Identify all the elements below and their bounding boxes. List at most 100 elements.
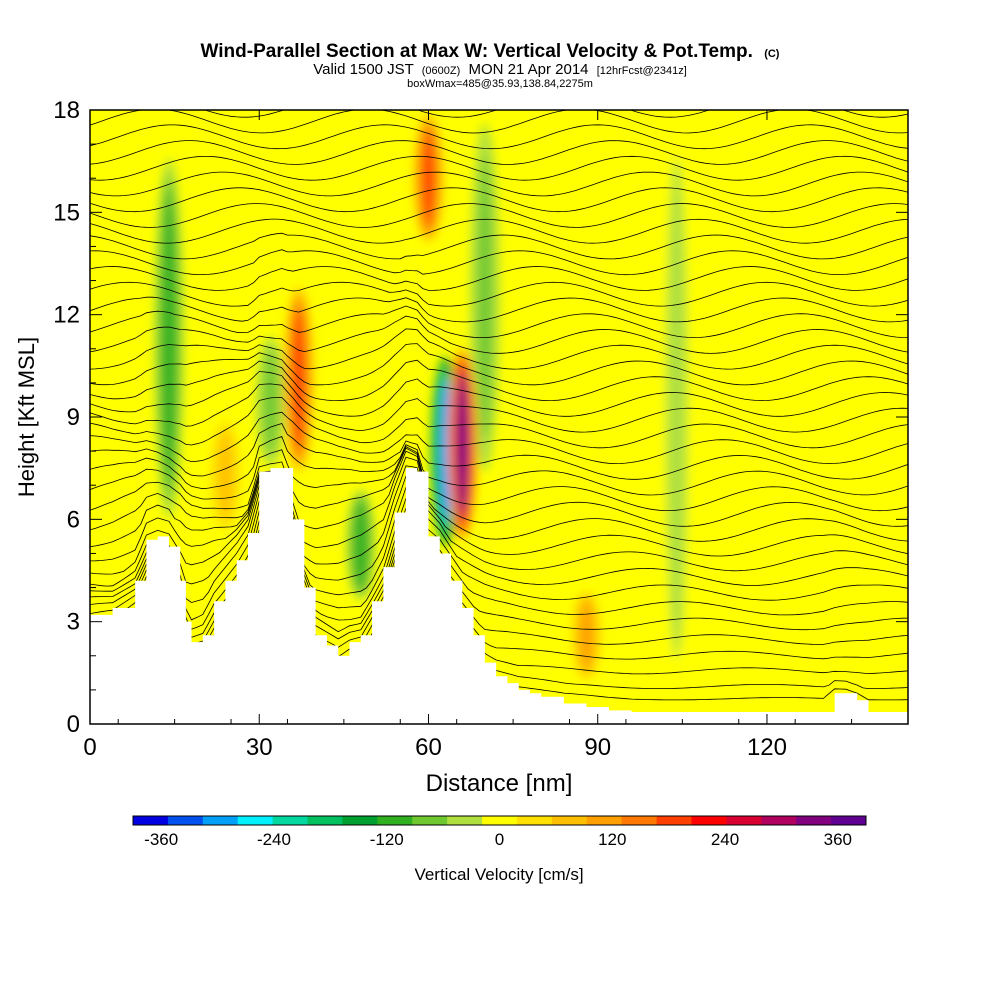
isentrope-line bbox=[90, 155, 908, 181]
isentrope-line bbox=[90, 447, 908, 527]
isentrope-line bbox=[90, 266, 908, 291]
isentrope-line bbox=[90, 281, 908, 307]
colorbar-swatch bbox=[377, 816, 413, 825]
isentrope-line bbox=[90, 465, 908, 572]
colorbar-swatch bbox=[796, 816, 832, 825]
colorbar-swatch bbox=[726, 816, 762, 825]
y-tick-label: 15 bbox=[53, 199, 80, 226]
updraft-cell bbox=[580, 601, 593, 669]
x-tick-label: 60 bbox=[415, 734, 442, 761]
colorbar-swatch bbox=[482, 816, 518, 825]
colorbar-frame bbox=[132, 815, 867, 826]
updraft-cell bbox=[292, 310, 305, 449]
isentrope-line bbox=[90, 187, 908, 213]
isentrope-line bbox=[90, 305, 908, 339]
colorbar-label: Vertical Velocity [cm/s] bbox=[414, 865, 583, 884]
isentrope-line bbox=[90, 475, 908, 586]
isentrope-line bbox=[90, 498, 908, 631]
y-tick-label: 0 bbox=[67, 711, 80, 738]
colorbar-tick-label: -360 bbox=[144, 830, 178, 849]
colorbar-swatch bbox=[447, 816, 483, 825]
isentrope-line bbox=[90, 396, 908, 449]
isentrope-line bbox=[90, 110, 908, 134]
axes: 0 30 60 90 120 0 3 6 9 12 15 18 bbox=[53, 97, 908, 761]
colorbar-swatch bbox=[831, 816, 867, 825]
svg-text:Wind-Parallel Section at Max W: Wind-Parallel Section at Max W: Vertical… bbox=[201, 41, 780, 62]
colorbar-tick-label: 0 bbox=[495, 830, 504, 849]
x-axis-label: Distance [nm] bbox=[426, 770, 573, 797]
chart-title: Wind-Parallel Section at Max W: Vertical… bbox=[201, 41, 753, 62]
colorbar-swatch bbox=[202, 816, 239, 825]
colorbar-swatch bbox=[167, 816, 204, 825]
y-axis-label: Height [Kft MSL] bbox=[14, 337, 39, 497]
colorbar-swatch bbox=[133, 816, 169, 825]
isentrope-line bbox=[90, 343, 908, 386]
x-tick-label: 120 bbox=[747, 734, 787, 761]
isentrope-line bbox=[90, 484, 908, 601]
isentrope-line bbox=[90, 171, 908, 197]
x-tick-label: 30 bbox=[246, 734, 273, 761]
isentrope-line bbox=[90, 140, 908, 165]
colorbar-tick-label: 360 bbox=[824, 830, 852, 849]
y-tick-label: 3 bbox=[67, 609, 80, 636]
isentrope-line bbox=[90, 411, 908, 465]
colorbar: -360 -240 -120 0 120 240 360 bbox=[132, 815, 867, 849]
colorbar-swatch bbox=[691, 816, 727, 825]
colorbar-swatch bbox=[342, 816, 378, 825]
isentrope-line bbox=[90, 435, 908, 496]
colorbar-tick-label: 120 bbox=[598, 830, 626, 849]
colorbar-swatch bbox=[237, 816, 274, 825]
x-tick-label: 0 bbox=[83, 734, 96, 761]
isentrope-line bbox=[90, 383, 908, 433]
isentrope-line bbox=[90, 249, 908, 276]
isentrope-line bbox=[90, 328, 908, 370]
y-tick-label: 9 bbox=[67, 404, 80, 431]
valid-date: MON 21 Apr 2014 bbox=[468, 61, 588, 78]
valid-utc: (0600Z) bbox=[422, 65, 461, 77]
isentrope-line bbox=[90, 423, 908, 480]
isentrope-line bbox=[90, 456, 908, 557]
forecast-label: [12hrFcst@2341z] bbox=[597, 65, 687, 77]
isentrope-line bbox=[90, 450, 908, 542]
colorbar-tick-label: 240 bbox=[711, 830, 739, 849]
downdraft-cell bbox=[264, 352, 277, 451]
valid-prefix: Valid 1500 JST bbox=[313, 61, 413, 78]
isentrope-line bbox=[90, 446, 908, 512]
isentrope-line bbox=[90, 203, 908, 228]
isentrope-line bbox=[90, 315, 908, 354]
updraft-cell bbox=[456, 372, 469, 516]
isentrope-line bbox=[90, 296, 908, 323]
isentrope-line bbox=[203, 110, 908, 118]
isentrope-line bbox=[90, 232, 908, 260]
y-tick-label: 18 bbox=[53, 97, 80, 124]
colorbar-swatch bbox=[551, 816, 588, 825]
colorbar-swatch bbox=[307, 816, 343, 825]
colorbar-tick-label: -120 bbox=[370, 830, 404, 849]
colorbar-swatch bbox=[761, 816, 797, 825]
colorbar-swatch bbox=[516, 816, 553, 825]
colorbar-tick-label: -240 bbox=[257, 830, 291, 849]
isentrope-line bbox=[90, 490, 908, 616]
y-tick-label: 12 bbox=[53, 302, 80, 329]
title-mark: (C) bbox=[764, 48, 780, 60]
x-tick-label: 90 bbox=[584, 734, 611, 761]
colorbar-swatch bbox=[621, 816, 658, 825]
updraft-cell bbox=[219, 434, 232, 516]
isentrope-line bbox=[90, 359, 908, 402]
colorbar-swatch bbox=[656, 816, 692, 825]
y-tick-label: 6 bbox=[67, 506, 80, 533]
box-info: boxWmax=485@35.93,138.84,2275m bbox=[407, 78, 593, 90]
terrain bbox=[90, 468, 908, 724]
downdraft-cell bbox=[354, 503, 367, 587]
plot-area bbox=[90, 110, 908, 724]
colorbar-swatch bbox=[586, 816, 623, 825]
plot-background bbox=[90, 110, 908, 724]
svg-text:Valid 1500 JST (0600Z): Valid 1500 JST (0600Z) MON 21 Apr 2014 [… bbox=[313, 61, 687, 78]
colorbar-swatch bbox=[412, 816, 448, 825]
downdraft-cell bbox=[478, 166, 491, 429]
updraft-cell bbox=[422, 130, 435, 226]
isentrope-line bbox=[90, 371, 908, 417]
colorbar-swatch bbox=[272, 816, 309, 825]
